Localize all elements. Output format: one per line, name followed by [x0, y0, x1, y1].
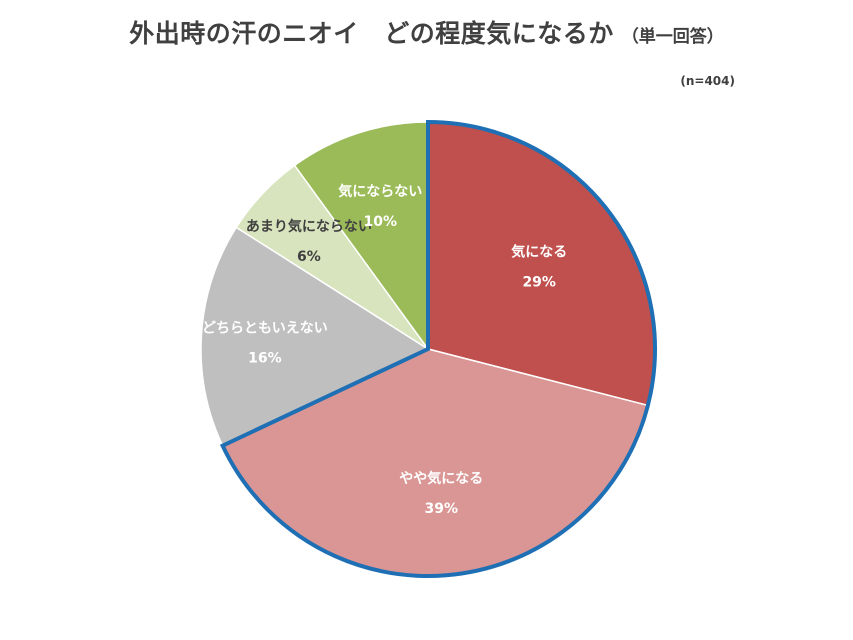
chart-title: 外出時の汗のニオイ どの程度気になるか （単一回答） — [0, 14, 853, 50]
slice-percent-5: 10% — [364, 214, 398, 230]
pie-slice-3 — [200, 226, 430, 447]
slice-label-1: 気になる — [511, 244, 567, 261]
sample-size-note: (n=404) — [680, 74, 735, 88]
slice-label-2: やや気になる — [399, 470, 483, 487]
slice-label-3: どちらともいえない — [202, 321, 328, 337]
slice-percent-3: 16% — [248, 351, 282, 367]
slice-percent-2: 39% — [424, 501, 458, 517]
pie-slice-5 — [293, 121, 429, 352]
slice-label-5: 気にならない — [338, 183, 422, 200]
highlight-outline — [219, 119, 657, 578]
slice-percent-1: 29% — [522, 275, 556, 291]
chart-title-sub: （単一回答） — [621, 27, 724, 47]
chart-title-main: 外出時の汗のニオイ どの程度気になるか — [129, 19, 614, 48]
slice-percent-4: 6% — [297, 249, 321, 265]
slice-label-4: あまり気にならない — [246, 218, 372, 235]
